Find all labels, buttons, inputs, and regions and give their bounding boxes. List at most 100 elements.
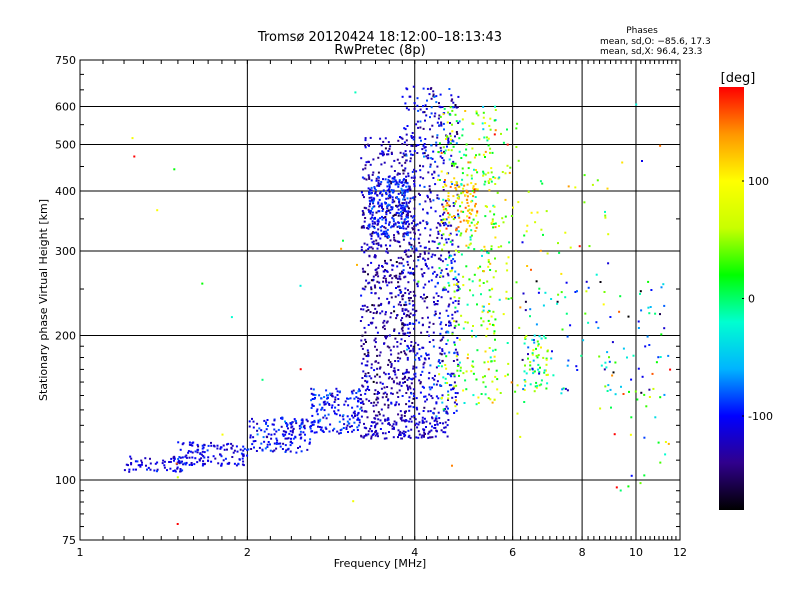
data-point [447,198,450,200]
data-point [445,204,448,207]
data-point [397,221,400,224]
data-point [407,220,410,223]
data-point [525,372,528,375]
data-point [527,346,530,349]
data-point [481,122,484,125]
data-point [293,418,296,421]
data-point [418,379,421,382]
data-point [388,431,390,433]
data-point [541,182,544,185]
data-point [420,331,423,334]
data-point [395,401,398,404]
data-point [404,191,406,194]
data-point [488,189,491,192]
data-point [129,455,132,458]
data-point [423,155,425,158]
data-point [422,87,425,90]
data-point [440,327,443,330]
data-point [428,240,430,243]
data-point [284,437,287,440]
data-point [258,446,261,449]
data-point [422,219,425,222]
data-point [397,214,400,217]
data-point [301,419,304,422]
data-point [376,401,379,404]
data-point [369,203,371,205]
data-point [669,368,672,371]
data-point [362,357,365,360]
data-point [472,187,475,190]
data-point [367,309,370,311]
data-point [396,158,399,161]
data-point [364,389,367,392]
data-point [438,267,441,270]
data-point [465,370,468,373]
data-point [334,398,337,401]
data-point [662,283,665,286]
data-point [366,364,369,367]
data-point [248,425,251,428]
data-point [414,375,417,378]
data-point [610,406,612,409]
data-point [428,341,431,343]
data-point [146,468,148,471]
data-point [346,397,348,400]
data-point [535,354,538,357]
data-point [409,210,412,213]
data-point [362,225,365,227]
data-point [421,385,424,388]
data-point [400,414,403,417]
data-point [405,179,407,182]
data-point [640,309,643,312]
data-point [405,180,407,183]
data-point [483,245,486,248]
data-point [487,180,490,183]
data-point [413,168,415,171]
data-point [487,368,490,371]
data-point [374,292,377,295]
data-point [413,395,415,398]
data-point [405,221,408,223]
data-point [401,143,404,145]
data-point [433,115,436,118]
data-point [423,417,426,420]
data-point [363,422,365,425]
data-point [364,338,367,341]
data-point [431,253,434,256]
data-point [446,412,449,415]
data-point [399,214,402,217]
data-point [648,344,651,346]
data-point [217,462,220,465]
data-point [308,441,311,444]
data-point [432,177,435,179]
data-point [535,280,538,283]
data-point [626,356,628,359]
data-point [303,427,306,430]
data-point [664,441,667,443]
data-point [383,153,385,156]
data-point [332,429,334,432]
data-point [524,364,526,367]
data-point [474,188,477,191]
data-point [276,439,279,442]
data-point [249,434,252,437]
data-point [447,314,450,317]
data-point [411,322,414,325]
data-point [375,348,378,351]
data-point [431,124,434,127]
data-point [273,419,276,422]
data-point [457,251,460,253]
data-point [422,421,425,424]
data-point [453,202,456,205]
data-point [391,206,394,209]
data-point [545,387,548,390]
data-point [402,419,405,422]
data-point [469,242,472,245]
data-point [472,189,475,192]
data-point [525,335,528,338]
data-point [402,189,405,192]
data-point [407,371,410,374]
data-point [408,385,411,388]
data-point [386,235,388,238]
data-point [405,202,408,205]
